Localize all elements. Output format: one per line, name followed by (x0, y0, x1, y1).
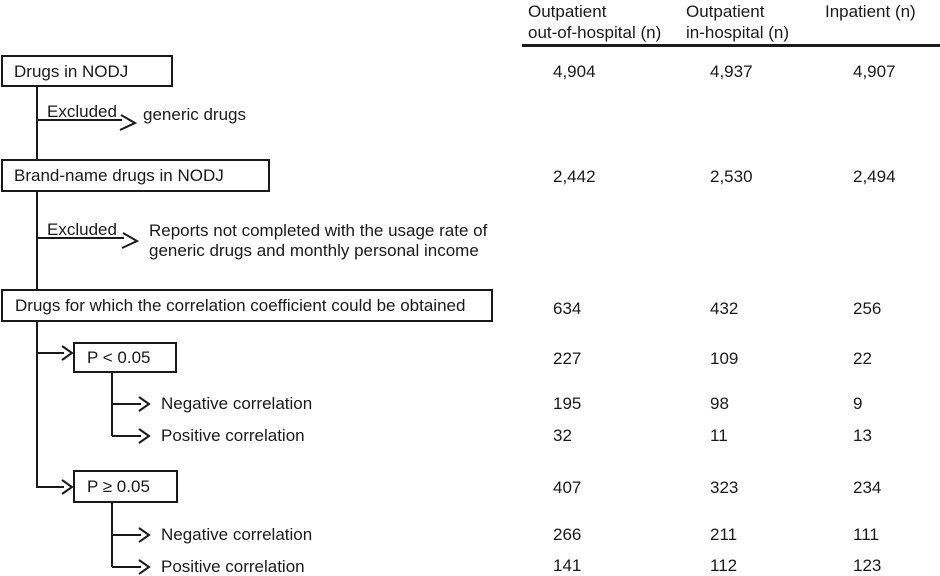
value-cell: 323 (710, 478, 739, 497)
value-cell: 9 (853, 394, 863, 413)
value-cell: 234 (853, 478, 882, 497)
column-header-inpatient: Inpatient (n) (825, 1, 916, 22)
node-label: Drugs for which the correlation coeffici… (15, 296, 466, 315)
value-cell: 4,904 (553, 62, 596, 81)
value-cell: 2,442 (553, 167, 596, 186)
column-header-outpatient-in-hospital: Outpatient in-hospital (n) (686, 1, 789, 43)
node-drugs-in-nodj: Drugs in NODJ (1, 55, 173, 87)
value-cell: 32 (553, 426, 572, 445)
value-cell: 256 (853, 299, 882, 318)
value-cell: 4,907 (853, 62, 896, 81)
node-label: P < 0.05 (87, 348, 151, 367)
value-cell: 2,494 (853, 167, 896, 186)
arrowhead-icon (138, 396, 151, 412)
leaf-positive-correlation: Positive correlation (161, 557, 305, 576)
column-header-line: Outpatient (528, 2, 607, 21)
exclusion-reason-line: generic drugs and monthly personal incom… (149, 241, 479, 260)
arrowhead-icon (61, 479, 74, 495)
value-cell: 98 (710, 394, 729, 413)
excluded-label: Excluded (47, 220, 117, 239)
value-cell: 141 (553, 556, 582, 575)
value-cell: 123 (853, 556, 882, 575)
value-cell: 211 (710, 525, 738, 544)
value-cell: 407 (553, 478, 582, 497)
arrowhead-icon (121, 232, 140, 249)
column-header-line: in-hospital (n) (686, 23, 789, 42)
arrowhead-icon (119, 114, 138, 131)
arrowhead-icon (138, 428, 151, 444)
node-p-greater-equal-005: P ≥ 0.05 (73, 470, 178, 503)
leaf-negative-correlation: Negative correlation (161, 525, 313, 544)
column-header-outpatient-out-of-hospital: Outpatient out-of-hospital (n) (528, 1, 661, 43)
arrowhead-icon (138, 559, 151, 575)
node-label: Brand-name drugs in NODJ (14, 166, 224, 185)
value-cell: 4,937 (710, 62, 753, 81)
value-cell: 195 (553, 394, 582, 413)
column-header-line: out-of-hospital (n) (528, 23, 662, 42)
leaf-negative-correlation: Negative correlation (161, 394, 313, 413)
arrowhead-icon (138, 527, 151, 543)
arrowhead-icon (61, 345, 74, 361)
value-cell: 2,530 (710, 167, 753, 186)
value-cell: 11 (710, 426, 728, 445)
value-cell: 111 (853, 525, 879, 544)
exclusion-reason: generic drugs (143, 105, 247, 124)
exclusion-reason-line: Reports not completed with the usage rat… (149, 221, 488, 240)
value-cell: 227 (553, 349, 582, 368)
node-p-less-than-005: P < 0.05 (73, 342, 177, 373)
header-divider (522, 44, 940, 47)
column-header-line: Outpatient (686, 2, 765, 21)
value-cell: 266 (553, 525, 582, 544)
value-cell: 109 (710, 349, 739, 368)
exclusion-reason: Reports not completed with the usage rat… (149, 221, 487, 261)
node-label: Drugs in NODJ (14, 61, 129, 81)
value-cell: 634 (553, 299, 582, 318)
value-cell: 22 (853, 349, 872, 368)
column-header-line: Inpatient (n) (825, 2, 916, 21)
node-correlation-obtained: Drugs for which the correlation coeffici… (1, 289, 493, 322)
leaf-positive-correlation: Positive correlation (161, 426, 305, 445)
value-cell: 13 (853, 426, 872, 445)
value-cell: 112 (710, 556, 738, 575)
excluded-label: Excluded (47, 102, 117, 121)
node-label: P ≥ 0.05 (87, 477, 150, 496)
value-cell: 432 (710, 299, 739, 318)
node-brand-name-drugs: Brand-name drugs in NODJ (1, 159, 270, 192)
